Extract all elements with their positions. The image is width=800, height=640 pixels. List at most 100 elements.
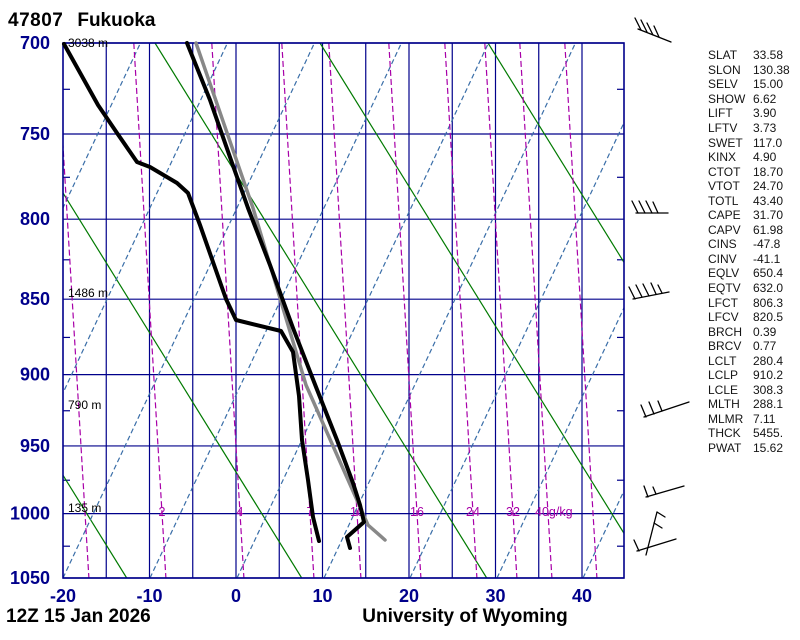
index-value: 288.1	[753, 397, 784, 412]
index-value: 3.90	[753, 106, 777, 121]
mixing-ratio-line	[211, 43, 245, 578]
pressure-tick-label: 900	[20, 365, 50, 385]
dry-adiabat-line	[63, 191, 303, 578]
temp-axis-labels: -20 -10 0 10 20 30 40	[50, 586, 592, 606]
index-value: 31.70	[753, 208, 784, 223]
index-row-slat: SLAT 33.58	[708, 48, 790, 63]
dry-adiabat-line	[63, 474, 128, 578]
index-row-lcle: LCLE 308.3	[708, 383, 790, 398]
wind-barb-1	[631, 200, 669, 214]
index-label: MLMR	[708, 411, 744, 426]
index-row-thck: THCK 5455.	[708, 426, 790, 441]
isotherm-line	[149, 43, 402, 578]
index-label: BRCH	[708, 324, 743, 339]
isotherm-line	[63, 43, 228, 395]
index-value: 43.40	[753, 193, 784, 208]
index-row-mlth: MLTH 288.1	[708, 397, 790, 412]
index-value: 910.2	[753, 368, 784, 383]
index-value: 130.38	[753, 62, 790, 77]
wind-barb-5	[633, 511, 677, 556]
pressure-tick-label: 850	[20, 289, 50, 309]
index-label: CINV	[708, 251, 737, 266]
dry-adiabat-line	[319, 43, 624, 535]
dry-adiabats	[63, 43, 624, 578]
index-label: TOTL	[708, 193, 739, 208]
index-label: PWAT	[708, 441, 742, 456]
mixing-ratio-line	[444, 43, 478, 578]
mixing-ratio-label: 16	[410, 505, 424, 519]
index-value: 15.62	[753, 441, 784, 456]
station-id: 47807	[8, 10, 64, 31]
station-name: Fukuoka	[77, 10, 156, 31]
index-row-capv: CAPV 61.98	[708, 223, 790, 238]
index-row-pwat: PWAT 15.62	[708, 441, 790, 456]
index-row-vtot: VTOT 24.70	[708, 179, 790, 194]
temp-tick-label: 0	[231, 586, 241, 606]
index-row-brcv: BRCV 0.77	[708, 339, 790, 354]
isotherm-line	[409, 121, 624, 578]
pressure-tick-label: 1000	[10, 504, 50, 524]
index-value: -47.8	[753, 237, 781, 252]
mixing-ratio-line	[484, 43, 518, 578]
index-value: 4.90	[753, 150, 777, 165]
altitude-labels: 3038 m 1486 m 790 m 135 m	[68, 36, 108, 515]
altitude-label: 135 m	[68, 501, 101, 515]
plot-border	[62, 42, 625, 579]
index-row-ctot: CTOT 18.70	[708, 164, 790, 179]
index-row-totl: TOTL 43.40	[708, 193, 790, 208]
index-row-brch: BRCH 0.39	[708, 324, 790, 339]
index-label: LCLT	[708, 353, 737, 368]
isotherm-line	[63, 43, 141, 210]
dry-adiabat-line	[154, 43, 488, 578]
altitude-label: 1486 m	[68, 286, 108, 300]
index-label: LCLE	[708, 382, 739, 397]
mixing-ratio-line	[133, 43, 167, 578]
index-row-eqtv: EQTV 632.0	[708, 281, 790, 296]
mixing-ratio-line	[388, 43, 422, 578]
wind-barb-3	[640, 400, 690, 418]
index-label: VTOT	[708, 179, 740, 194]
index-label: LFCT	[708, 295, 738, 310]
index-label: SHOW	[708, 91, 746, 106]
index-label: EQTV	[708, 281, 741, 296]
isotherms	[63, 43, 624, 578]
index-value: 280.4	[753, 353, 784, 368]
index-row-swet: SWET 117.0	[708, 135, 790, 150]
wind-barb-4	[643, 485, 685, 498]
altitude-label: 790 m	[68, 398, 101, 412]
pressure-tick-label: 950	[20, 436, 50, 456]
pressure-axis-labels: 700 750 800 850 900 950 1000 1050	[10, 33, 50, 588]
index-label: CTOT	[708, 164, 741, 179]
index-label: LCLP	[708, 368, 739, 383]
indices-panel: SLAT 33.58 SLON 130.38 SELV 15.00 SHOW 6.62 LIFT…	[708, 48, 790, 455]
isotherm-line	[323, 43, 576, 578]
index-value: 18.70	[753, 164, 784, 179]
temp-tick-label: 20	[399, 586, 419, 606]
mixing-ratio-label: 7	[307, 505, 314, 519]
index-row-lclt: LCLT 280.4	[708, 353, 790, 368]
index-value: 308.3	[753, 382, 784, 397]
mixing-ratio-line	[519, 43, 553, 578]
mixing-ratio-line	[63, 136, 90, 578]
page-title: 47807 Fukuoka	[8, 10, 155, 32]
pressure-tick-label: 700	[20, 33, 50, 53]
isotherm-line	[63, 43, 315, 578]
isotherm-line	[496, 306, 624, 578]
index-label: LFCV	[708, 310, 739, 325]
temp-tick-label: 40	[572, 586, 592, 606]
index-label: BRCV	[708, 339, 742, 354]
mixing-ratio-label: 24	[466, 505, 480, 519]
wind-barb-2	[628, 282, 670, 300]
index-row-lftv: LFTV 3.73	[708, 121, 790, 136]
index-value: 6.62	[753, 91, 777, 106]
index-value: 7.11	[753, 411, 776, 426]
index-value: 0.77	[753, 339, 777, 354]
pressure-tick-label: 750	[20, 124, 50, 144]
index-row-lift: LIFT 3.90	[708, 106, 790, 121]
index-label: SWET	[708, 135, 743, 150]
index-label: MLTH	[708, 397, 740, 412]
pressure-tick-label: 1050	[10, 568, 50, 588]
dry-adiabat-line	[487, 43, 624, 264]
index-value: 15.00	[753, 77, 784, 92]
